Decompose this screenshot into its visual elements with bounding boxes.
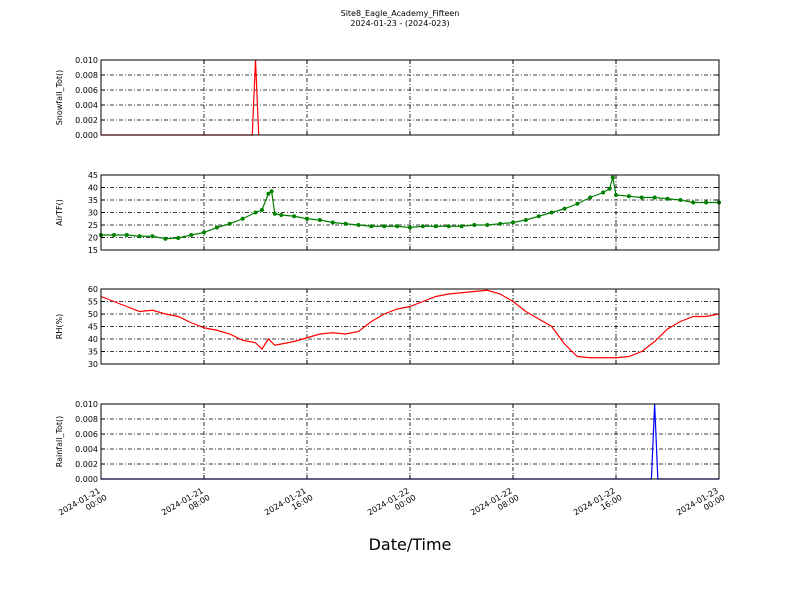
data-point	[420, 224, 425, 229]
data-point	[279, 213, 284, 217]
data-point	[382, 224, 387, 229]
y-tick-label: 60	[88, 285, 98, 294]
y-tick-label: 0.006	[75, 430, 98, 439]
y-tick-label: 0.008	[75, 415, 98, 424]
data-point	[356, 223, 361, 227]
y-tick-label: 0.000	[75, 475, 98, 484]
data-point	[176, 236, 181, 240]
data-line	[101, 177, 719, 240]
data-point	[523, 218, 528, 222]
data-point	[607, 186, 612, 191]
data-point	[601, 190, 606, 195]
data-point	[259, 208, 264, 212]
data-point	[124, 233, 129, 237]
y-tick-label: 15	[88, 246, 98, 255]
y-tick-label: 40	[88, 184, 98, 193]
data-point	[459, 224, 464, 229]
data-point	[665, 196, 670, 201]
data-point	[240, 216, 245, 221]
data-point	[408, 225, 412, 230]
y-axis-label: AirTF()	[55, 199, 64, 226]
data-point	[369, 224, 374, 229]
data-point	[150, 234, 155, 239]
data-point	[202, 230, 206, 235]
data-point	[626, 194, 631, 199]
x-axis-label: Date/Time	[369, 535, 452, 554]
y-tick-label: 40	[88, 335, 98, 344]
data-point	[330, 220, 335, 225]
data-point	[269, 189, 274, 194]
data-point	[549, 210, 554, 215]
data-point	[214, 225, 219, 230]
data-point	[610, 175, 615, 180]
data-point	[227, 221, 232, 226]
y-tick-label: 50	[88, 310, 98, 319]
data-point	[639, 195, 644, 200]
data-line	[100, 289, 720, 359]
data-point	[562, 206, 567, 211]
y-tick-label: 25	[88, 221, 98, 230]
y-tick-label: 30	[88, 360, 98, 369]
data-point	[614, 193, 618, 197]
data-point	[317, 218, 322, 222]
data-point	[446, 224, 451, 229]
y-tick-label: 0.002	[75, 460, 98, 469]
data-point	[472, 223, 477, 227]
data-point	[111, 233, 116, 237]
y-tick-label: 20	[88, 234, 98, 243]
data-point	[272, 211, 277, 216]
data-point	[704, 200, 709, 205]
data-point	[395, 224, 400, 229]
y-tick-label: 55	[88, 298, 98, 307]
data-point	[498, 221, 503, 226]
data-point	[678, 198, 683, 202]
data-point	[691, 200, 696, 205]
data-point	[485, 223, 490, 227]
y-tick-label: 45	[88, 323, 98, 332]
data-point	[292, 214, 297, 219]
data-point	[575, 201, 580, 206]
plot-frame	[100, 288, 720, 365]
chart-title: Site8_Eagle_Academy_Fifteen	[341, 9, 460, 18]
y-tick-label: 45	[88, 171, 98, 180]
plot-frame	[100, 174, 720, 251]
y-tick-label: 35	[88, 348, 98, 357]
y-tick-label: 0.004	[75, 101, 98, 110]
y-tick-label: 30	[88, 209, 98, 218]
data-point	[253, 210, 258, 215]
y-tick-label: 0.000	[75, 131, 98, 140]
y-tick-label: 0.008	[75, 71, 98, 80]
data-point	[343, 221, 348, 226]
y-tick-label: 0.004	[75, 445, 98, 454]
y-tick-label: 35	[88, 196, 98, 205]
data-point	[189, 233, 194, 237]
y-axis-label: Snowfall_Tot()	[55, 70, 64, 126]
data-point	[163, 236, 168, 241]
y-axis-label: Rainfall_Tot()	[55, 416, 64, 468]
y-tick-label: 0.006	[75, 86, 98, 95]
data-point	[433, 224, 438, 229]
plot-frame	[100, 59, 720, 136]
plot-frame	[100, 403, 720, 480]
data-point	[305, 216, 309, 221]
data-point	[137, 234, 142, 239]
y-tick-label: 0.010	[75, 56, 98, 65]
y-tick-label: 0.010	[75, 400, 98, 409]
data-point	[536, 214, 541, 219]
y-axis-label: RH(%)	[55, 314, 64, 339]
data-point	[266, 191, 271, 196]
y-tick-label: 0.002	[75, 116, 98, 125]
data-point	[511, 220, 515, 225]
data-point	[588, 195, 593, 200]
data-point	[652, 195, 657, 200]
chart-subtitle: 2024-01-23 - (2024-023)	[350, 19, 449, 28]
